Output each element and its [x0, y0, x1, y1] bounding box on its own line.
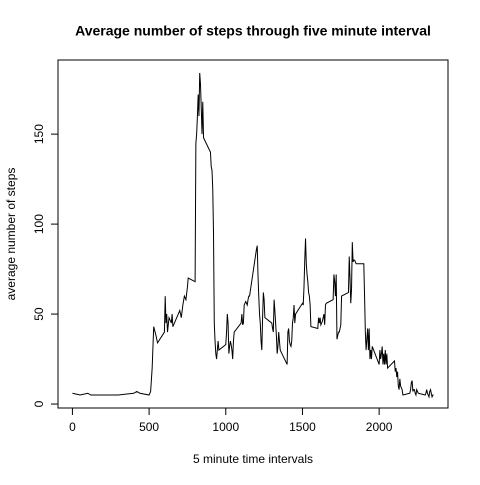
x-tick-label: 1500 [289, 420, 316, 434]
x-tick-label: 0 [69, 420, 76, 434]
chart-title: Average number of steps through five min… [75, 23, 431, 39]
y-tick-label: 0 [32, 400, 46, 407]
y-tick-label: 150 [32, 124, 46, 144]
x-axis-label: 5 minute time intervals [193, 452, 313, 466]
y-tick-label: 100 [32, 214, 46, 234]
data-line [72, 72, 434, 399]
y-axis-label: average number of steps [4, 168, 18, 301]
y-tick-label: 50 [32, 307, 46, 321]
x-tick-label: 500 [139, 420, 159, 434]
x-tick-label: 1000 [212, 420, 239, 434]
x-tick-label: 2000 [366, 420, 393, 434]
